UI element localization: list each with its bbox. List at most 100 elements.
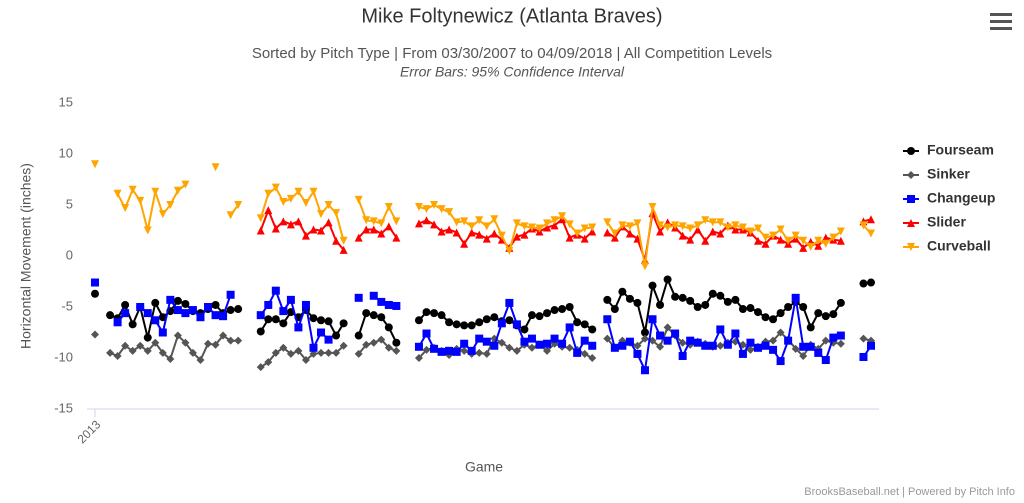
point [505,246,514,255]
point [211,163,220,172]
point [678,338,687,347]
menu-button[interactable] [990,13,1012,30]
legend-item[interactable]: Changeup [903,190,995,206]
point [738,349,747,358]
point [226,336,235,345]
point [633,219,642,228]
point [317,210,326,219]
point [377,313,386,322]
point [309,187,318,196]
point [422,329,431,338]
point [573,318,582,327]
point [633,234,642,243]
point [91,160,99,169]
menu-bar [990,20,1012,23]
point [369,311,378,320]
legend-item[interactable]: Slider [903,214,966,230]
point [324,335,333,344]
point [580,320,589,329]
point [482,337,491,346]
point [829,333,838,342]
point [422,345,431,354]
point [136,196,145,205]
point [430,309,439,318]
point [588,223,597,232]
point [580,336,589,345]
point [663,336,672,345]
point [256,226,265,235]
point [377,335,386,344]
point [414,219,423,228]
point [339,236,348,245]
menu-bar [990,27,1012,30]
point [430,344,439,353]
point [271,183,280,192]
point [384,323,393,332]
point [753,224,762,233]
point [686,296,695,305]
point [527,223,536,232]
point [693,303,702,311]
point [460,321,469,330]
point [701,300,710,309]
point [286,349,295,358]
point [437,227,446,236]
point [188,306,197,315]
point [324,201,333,209]
point [128,185,137,194]
point [656,300,665,309]
point [814,348,823,357]
point [565,323,574,332]
point [294,346,303,355]
point [354,331,363,340]
point [633,341,642,350]
point [392,346,401,355]
point [640,262,649,271]
point [482,349,491,358]
point [279,307,288,316]
legend-marker [907,195,915,203]
point [512,320,521,329]
point [377,229,386,238]
point [814,309,823,318]
point [640,334,649,343]
legend-item[interactable]: Sinker [903,166,970,182]
point [867,215,875,224]
x-tick-label: 2013 [75,417,104,446]
point [339,341,348,350]
point [475,230,484,239]
point [271,348,280,357]
point [731,221,740,230]
point [166,295,175,304]
point [550,334,559,343]
point [256,363,265,372]
point [836,331,845,340]
point [188,348,197,357]
point [558,212,567,221]
point [234,201,243,209]
point [505,343,514,352]
menu-bar [990,13,1012,16]
point [814,241,823,250]
point [761,313,770,322]
point [603,315,612,324]
point [716,229,725,238]
point [264,189,273,198]
point [369,291,378,300]
point [618,341,627,350]
point [806,323,815,332]
point [211,300,220,309]
point [482,234,491,243]
legend-item[interactable]: Fourseam [903,142,994,158]
point [113,351,122,360]
point [686,235,695,244]
point [656,221,665,230]
legend-item[interactable]: Curveball [903,238,991,254]
point [512,346,521,355]
point [286,220,295,229]
point [535,312,544,321]
point [746,338,755,347]
point [121,204,130,213]
point [166,355,175,364]
point [573,229,582,238]
